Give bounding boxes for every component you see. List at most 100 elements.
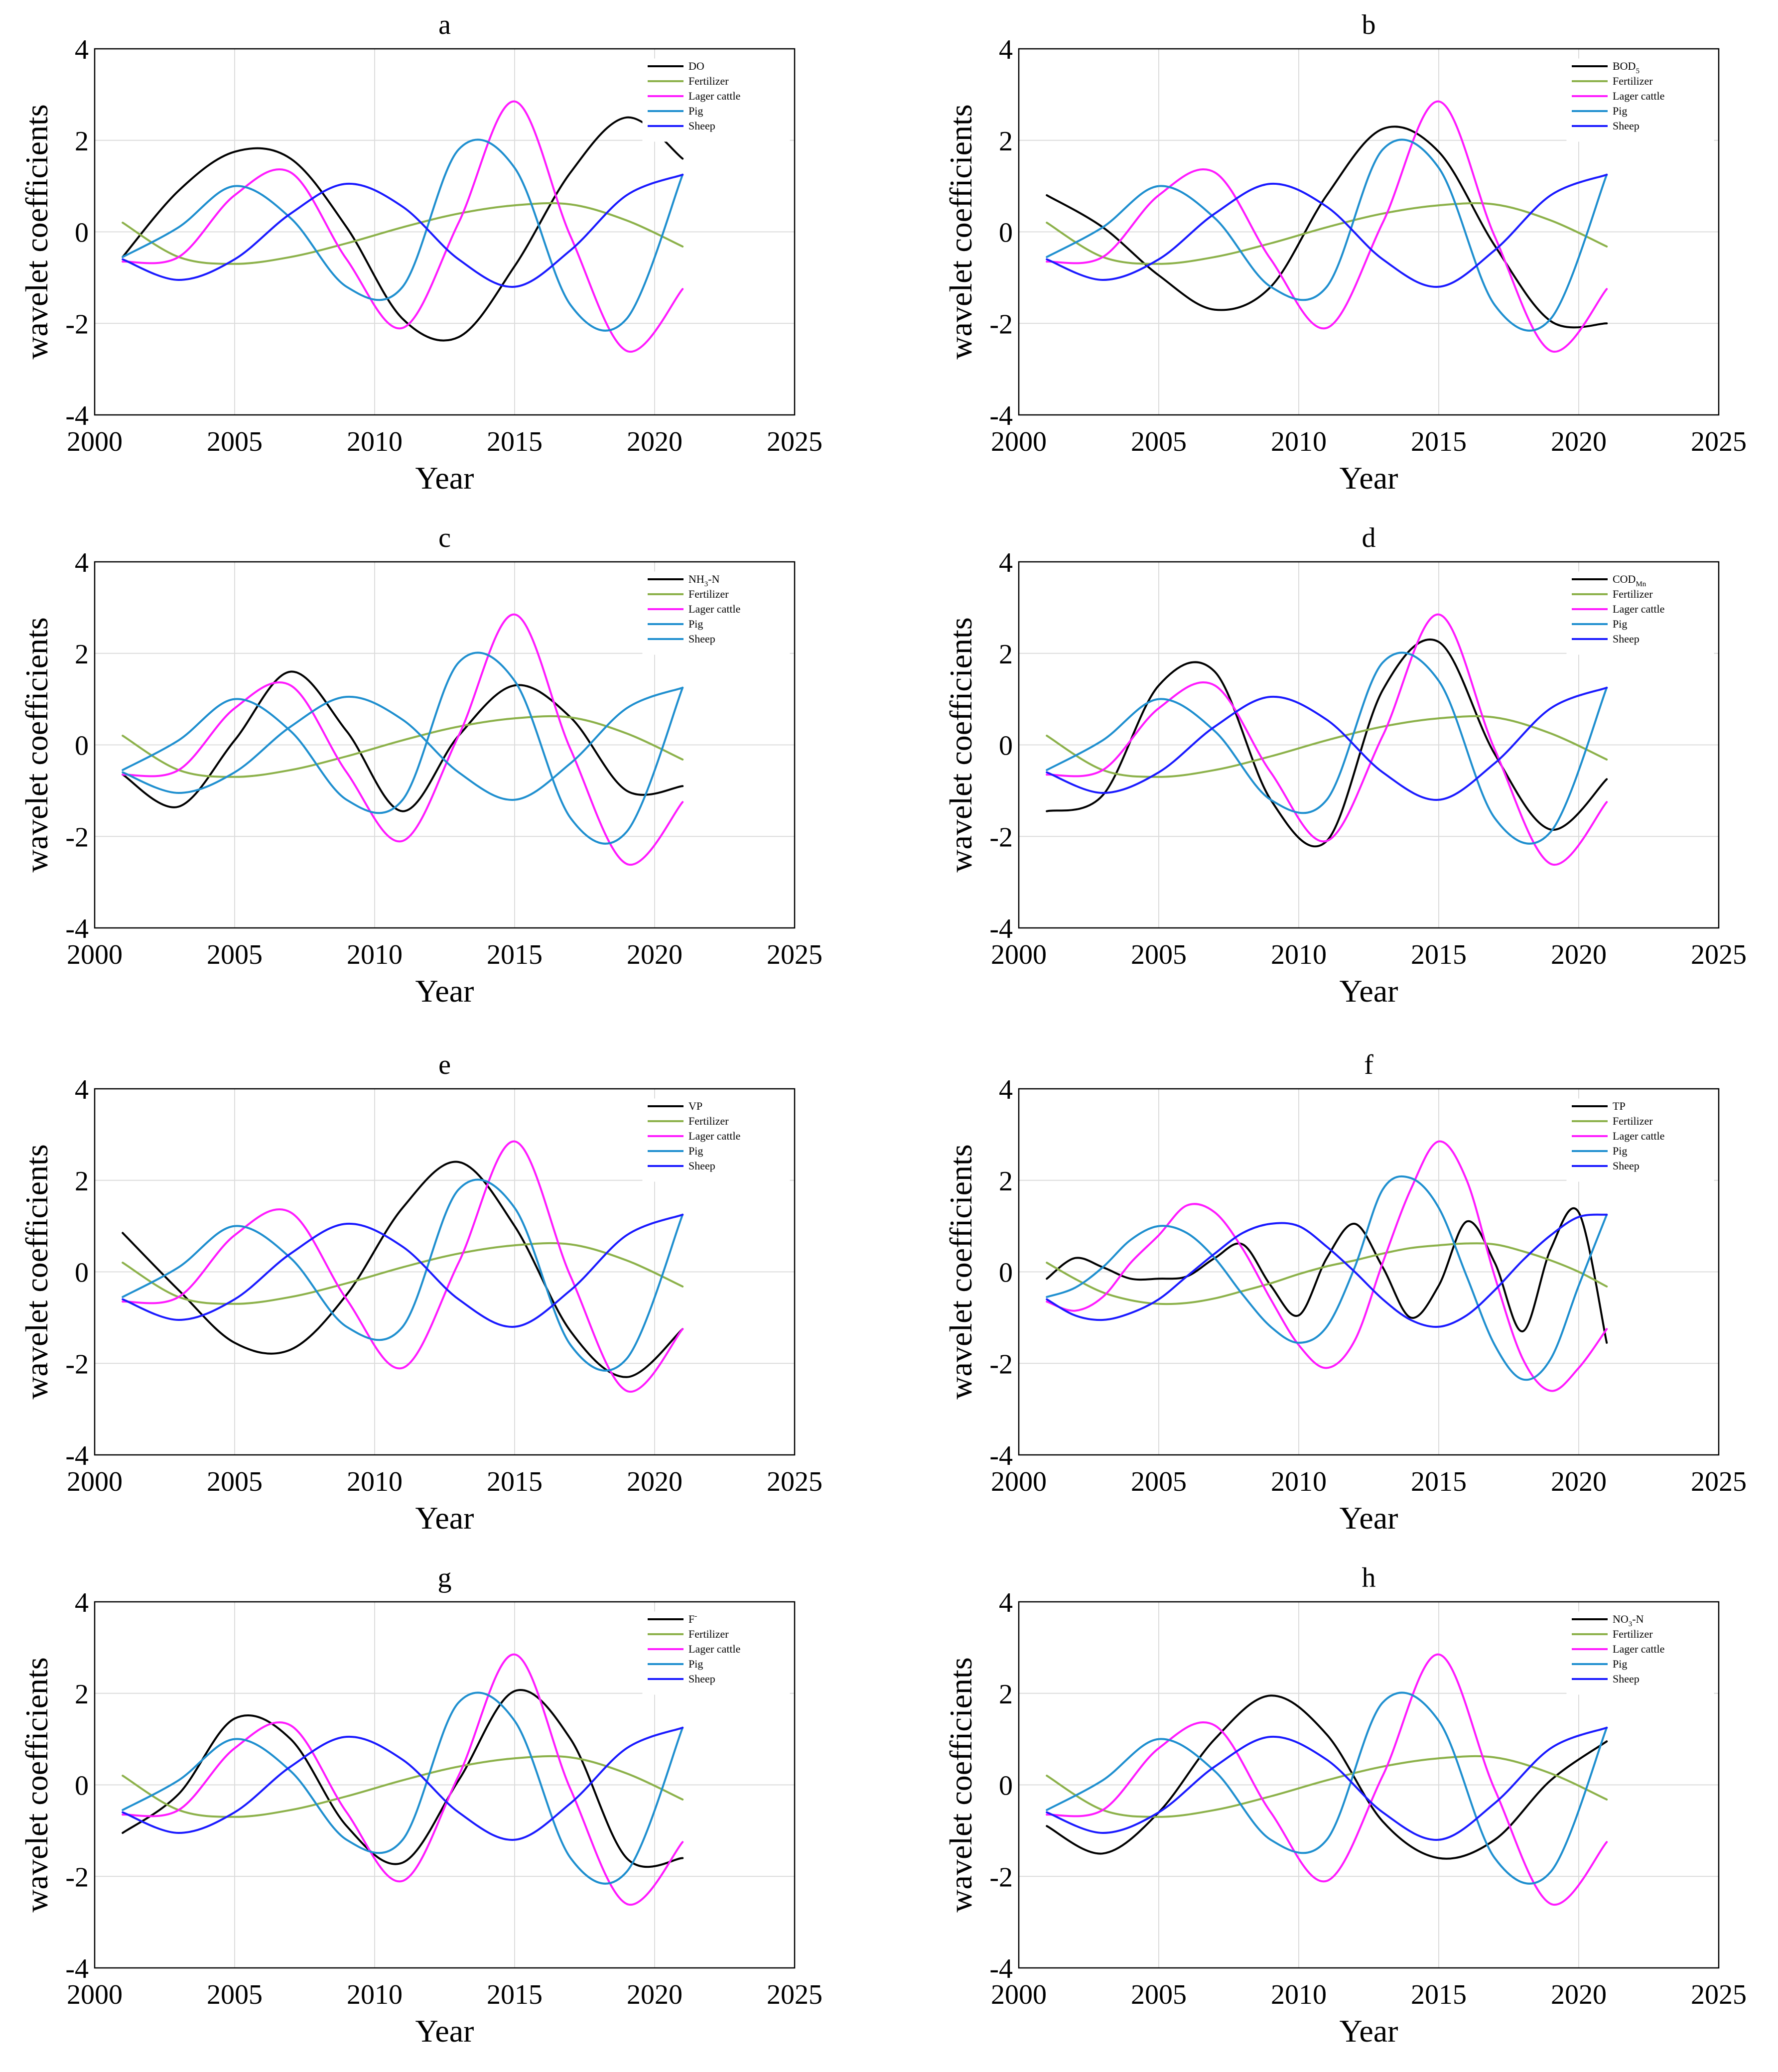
- legend-label: Lager cattle: [688, 1130, 740, 1142]
- series-line-tp: [1046, 1207, 1608, 1344]
- series-line-no3-n: [1046, 1694, 1608, 1860]
- plot-frame: [94, 1088, 796, 1456]
- legend-label: VP: [688, 1100, 702, 1112]
- x-tick-label: 2025: [767, 939, 822, 970]
- series-group: [122, 1140, 684, 1393]
- legend-label: Sheep: [1613, 633, 1640, 645]
- legend-label: Fertilizer: [688, 1115, 729, 1127]
- plot-frame: [94, 1601, 796, 1969]
- legend-label: Fertilizer: [688, 75, 729, 87]
- y-axis-label: wavelet coefficients: [943, 104, 978, 359]
- x-tick-label: 2005: [207, 1466, 263, 1497]
- y-tick-label: -4: [989, 913, 1013, 944]
- x-tick-label: 2000: [991, 1979, 1047, 2010]
- series-line-pig: [122, 1178, 684, 1372]
- legend-box: [1566, 571, 1714, 655]
- series-line-pig: [122, 1691, 684, 1885]
- panel-title: e: [438, 1049, 451, 1080]
- legend-label: Sheep: [688, 633, 715, 645]
- legend-label: Lager cattle: [1613, 1130, 1664, 1142]
- legend-label: Lager cattle: [688, 90, 740, 102]
- x-tick-label: 2010: [347, 426, 403, 457]
- x-axis-label: Year: [1340, 460, 1398, 496]
- legend-label: CODMn: [1613, 573, 1646, 588]
- y-tick-label: -4: [65, 400, 89, 431]
- x-tick-label: 2005: [207, 426, 263, 457]
- legend-label: Lager cattle: [1613, 603, 1664, 615]
- series-line-do: [122, 116, 684, 342]
- x-axis-label: Year: [1340, 2013, 1398, 2049]
- x-tick-label: 2010: [1271, 939, 1327, 970]
- y-tick-label: 4: [999, 547, 1013, 578]
- legend-label: Pig: [1613, 1658, 1627, 1670]
- legend-label: Pig: [688, 1145, 703, 1157]
- chart-panel-g: 2000 2005 2010 2015 2020 2025 -4 -2 0 2 4 g Year wave…: [19, 1562, 822, 2049]
- x-tick-label: 2015: [1411, 1466, 1467, 1497]
- series-line-fertilizer: [122, 1242, 684, 1305]
- x-tick-label: 2015: [1411, 1979, 1467, 2010]
- x-tick-label: 2000: [67, 1466, 123, 1497]
- panel-title: c: [438, 522, 451, 553]
- panel-title: g: [438, 1562, 452, 1593]
- series-group: [122, 1653, 684, 1906]
- panel-title: a: [438, 9, 451, 40]
- x-tick-label: 2020: [1551, 939, 1607, 970]
- legend-label: BOD5: [1613, 60, 1640, 75]
- x-tick-label: 2000: [67, 1979, 123, 2010]
- y-tick-label: 2: [999, 1166, 1013, 1197]
- x-tick-label: 2025: [767, 426, 822, 457]
- plot-frame: [1018, 48, 1720, 416]
- x-tick-label: 2005: [1131, 939, 1187, 970]
- plot-frame: [94, 48, 796, 416]
- series-line-lager-cattle: [122, 1653, 684, 1906]
- y-tick-label: 0: [999, 1258, 1013, 1289]
- y-tick-label: 0: [999, 218, 1013, 249]
- y-tick-label: -4: [989, 1953, 1013, 1984]
- series-group: [1046, 613, 1608, 866]
- chart-panel-b: 2000 2005 2010 2015 2020 2025 -4 -2 0 2 4 b Year wave…: [943, 9, 1747, 496]
- legend-label: Lager cattle: [1613, 90, 1664, 102]
- x-tick-label: 2025: [1691, 426, 1747, 457]
- legend-label: Sheep: [1613, 1160, 1640, 1172]
- legend-box: [1566, 1098, 1714, 1182]
- x-tick-label: 2005: [1131, 426, 1187, 457]
- y-axis-label: wavelet coefficients: [943, 1144, 978, 1399]
- panel-title: b: [1362, 9, 1376, 40]
- panel-title: f: [1364, 1049, 1373, 1080]
- x-tick-label: 2010: [347, 939, 403, 970]
- x-tick-label: 2020: [627, 1979, 683, 2010]
- legend-label: TP: [1613, 1100, 1626, 1112]
- legend-box: [642, 58, 790, 142]
- x-tick-label: 2000: [991, 1466, 1047, 1497]
- x-tick-label: 2010: [1271, 1466, 1327, 1497]
- y-tick-label: 4: [75, 34, 89, 65]
- series-line-lager-cattle: [1046, 100, 1608, 353]
- legend-box: [1566, 1611, 1714, 1695]
- legend-label: Lager cattle: [688, 603, 740, 615]
- legend-label: Pig: [1613, 105, 1627, 117]
- x-tick-label: 2015: [487, 1466, 543, 1497]
- series-line-fertilizer: [122, 1755, 684, 1818]
- chart-panel-c: 2000 2005 2010 2015 2020 2025 -4 -2 0 2 4 c Year wave…: [19, 522, 822, 1009]
- legend-label: Fertilizer: [688, 588, 729, 600]
- series-line-fertilizer: [1046, 202, 1608, 265]
- y-tick-label: 2: [999, 639, 1013, 670]
- y-tick-label: 4: [999, 34, 1013, 65]
- legend-label: Pig: [688, 105, 703, 117]
- y-tick-label: -2: [65, 822, 89, 853]
- x-tick-label: 2025: [1691, 939, 1747, 970]
- y-tick-label: 0: [999, 731, 1013, 762]
- panel-title: d: [1362, 522, 1376, 553]
- y-tick-label: 0: [75, 1771, 89, 1802]
- y-tick-label: -4: [989, 400, 1013, 431]
- legend: TP Fertilizer Lager cattle Pig Sheep: [1566, 1098, 1714, 1182]
- x-axis-label: Year: [415, 973, 474, 1009]
- x-tick-label: 2005: [207, 939, 263, 970]
- x-tick-label: 2020: [627, 426, 683, 457]
- chart-panel-h: 2000 2005 2010 2015 2020 2025 -4 -2 0 2 4 h Year wave…: [943, 1562, 1747, 2049]
- legend-label: Lager cattle: [1613, 1643, 1664, 1655]
- y-tick-label: 2: [999, 126, 1013, 157]
- series-line-lager-cattle: [1046, 1140, 1608, 1392]
- legend-label: Lager cattle: [688, 1643, 740, 1655]
